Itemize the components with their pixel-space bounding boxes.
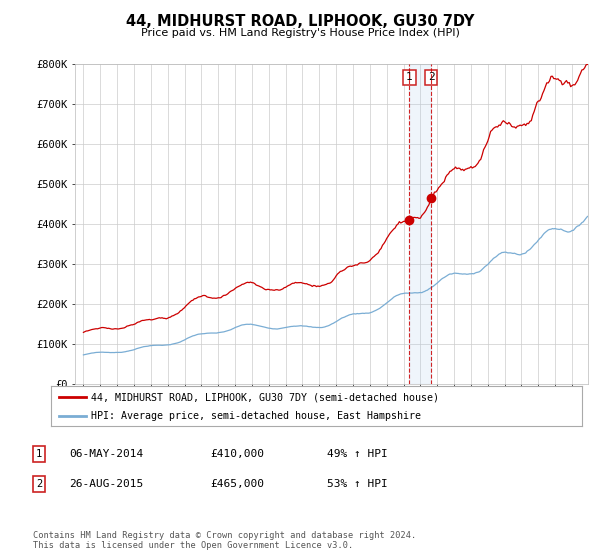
Text: £410,000: £410,000 <box>210 449 264 459</box>
Text: 44, MIDHURST ROAD, LIPHOOK, GU30 7DY: 44, MIDHURST ROAD, LIPHOOK, GU30 7DY <box>126 14 474 29</box>
Text: Price paid vs. HM Land Registry's House Price Index (HPI): Price paid vs. HM Land Registry's House … <box>140 28 460 38</box>
Text: Contains HM Land Registry data © Crown copyright and database right 2024.
This d: Contains HM Land Registry data © Crown c… <box>33 530 416 550</box>
Text: 26-AUG-2015: 26-AUG-2015 <box>69 479 143 489</box>
Text: 2: 2 <box>36 479 42 489</box>
Bar <box>409 64 431 384</box>
Text: 06-MAY-2014: 06-MAY-2014 <box>69 449 143 459</box>
Text: £465,000: £465,000 <box>210 479 264 489</box>
Text: 2: 2 <box>428 72 434 82</box>
Text: HPI: Average price, semi-detached house, East Hampshire: HPI: Average price, semi-detached house,… <box>91 411 421 421</box>
Text: 1: 1 <box>406 72 413 82</box>
Text: 53% ↑ HPI: 53% ↑ HPI <box>327 479 388 489</box>
Text: 1: 1 <box>36 449 42 459</box>
Text: 44, MIDHURST ROAD, LIPHOOK, GU30 7DY (semi-detached house): 44, MIDHURST ROAD, LIPHOOK, GU30 7DY (se… <box>91 393 439 403</box>
Text: 49% ↑ HPI: 49% ↑ HPI <box>327 449 388 459</box>
